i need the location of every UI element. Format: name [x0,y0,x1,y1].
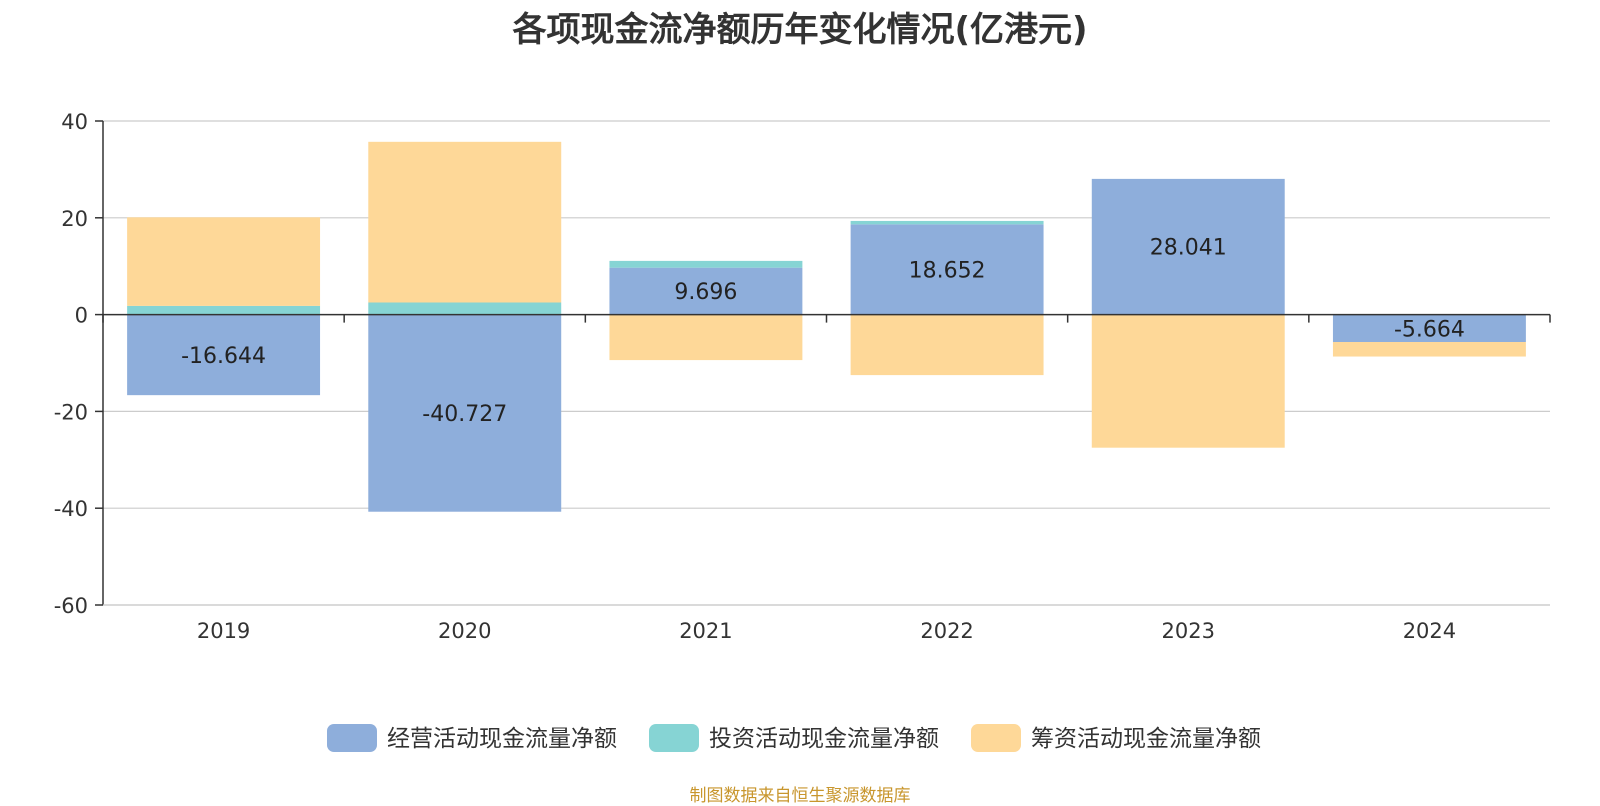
legend-item[interactable]: 经营活动现金流量净额 [327,724,617,752]
bar-series-1[interactable] [1332,314,1526,343]
bar-series-1[interactable] [609,267,803,315]
y-tick-label: 40 [61,110,88,134]
chart-title: 各项现金流净额历年变化情况(亿港元) [512,10,1088,50]
bar-series-3[interactable] [1091,314,1285,448]
legend-swatch [971,724,1021,752]
bar-series-3[interactable] [609,314,803,361]
data-label: 28.041 [1150,236,1227,261]
bar-series-1[interactable] [850,224,1044,315]
y-tick-label: 0 [75,304,88,328]
data-label: 18.652 [909,258,986,283]
legend[interactable]: 经营活动现金流量净额 投资活动现金流量净额 筹资活动现金流量净额 [327,724,1261,752]
y-tick-label: -20 [54,400,88,424]
bar-series-1[interactable] [1091,178,1285,315]
bar-series-2[interactable] [368,302,562,315]
bar-series-1[interactable] [368,314,562,512]
legend-label: 投资活动现金流量净额 [709,726,939,752]
legend-item[interactable]: 筹资活动现金流量净额 [971,724,1261,752]
bar-series-3[interactable] [368,141,562,303]
x-tick-label: 2024 [1403,619,1456,643]
data-label: 9.696 [674,280,737,305]
legend-label: 筹资活动现金流量净额 [1031,726,1261,752]
source-note: 制图数据来自恒生聚源数据库 [689,786,911,806]
bar-series-3[interactable] [1332,342,1526,357]
legend-item[interactable]: 投资活动现金流量净额 [649,724,939,752]
data-label: -5.664 [1394,317,1465,342]
data-label: -40.727 [422,402,507,427]
y-tick-label: 20 [61,207,88,231]
bar-series-3[interactable] [127,217,321,306]
y-tick-label: -40 [54,497,88,521]
x-tick-label: 2023 [1162,619,1215,643]
axes: 40 20 0 -20 -40 -60 2019 2020 2021 2022 2023 2024 [54,110,1551,643]
y-tick-label: -60 [54,594,88,618]
bar-series-1[interactable] [127,314,321,396]
x-tick-label: 2021 [679,619,732,643]
x-tick-label: 2019 [197,619,250,643]
legend-swatch [327,724,377,752]
data-labels: -16.644 -40.727 9.696 18.652 28.041 -5.664 [181,236,1465,427]
bar-series-2[interactable] [127,305,321,315]
legend-label: 经营活动现金流量净额 [387,726,617,752]
bar-series-3[interactable] [850,314,1044,376]
data-label: -16.644 [181,344,266,369]
bars [127,141,1526,512]
legend-swatch [649,724,699,752]
bar-series-2[interactable] [850,220,1044,225]
bar-series-2[interactable] [609,260,803,268]
grid-lines [103,120,1550,606]
x-tick-label: 2020 [438,619,491,643]
x-tick-label: 2022 [920,619,973,643]
